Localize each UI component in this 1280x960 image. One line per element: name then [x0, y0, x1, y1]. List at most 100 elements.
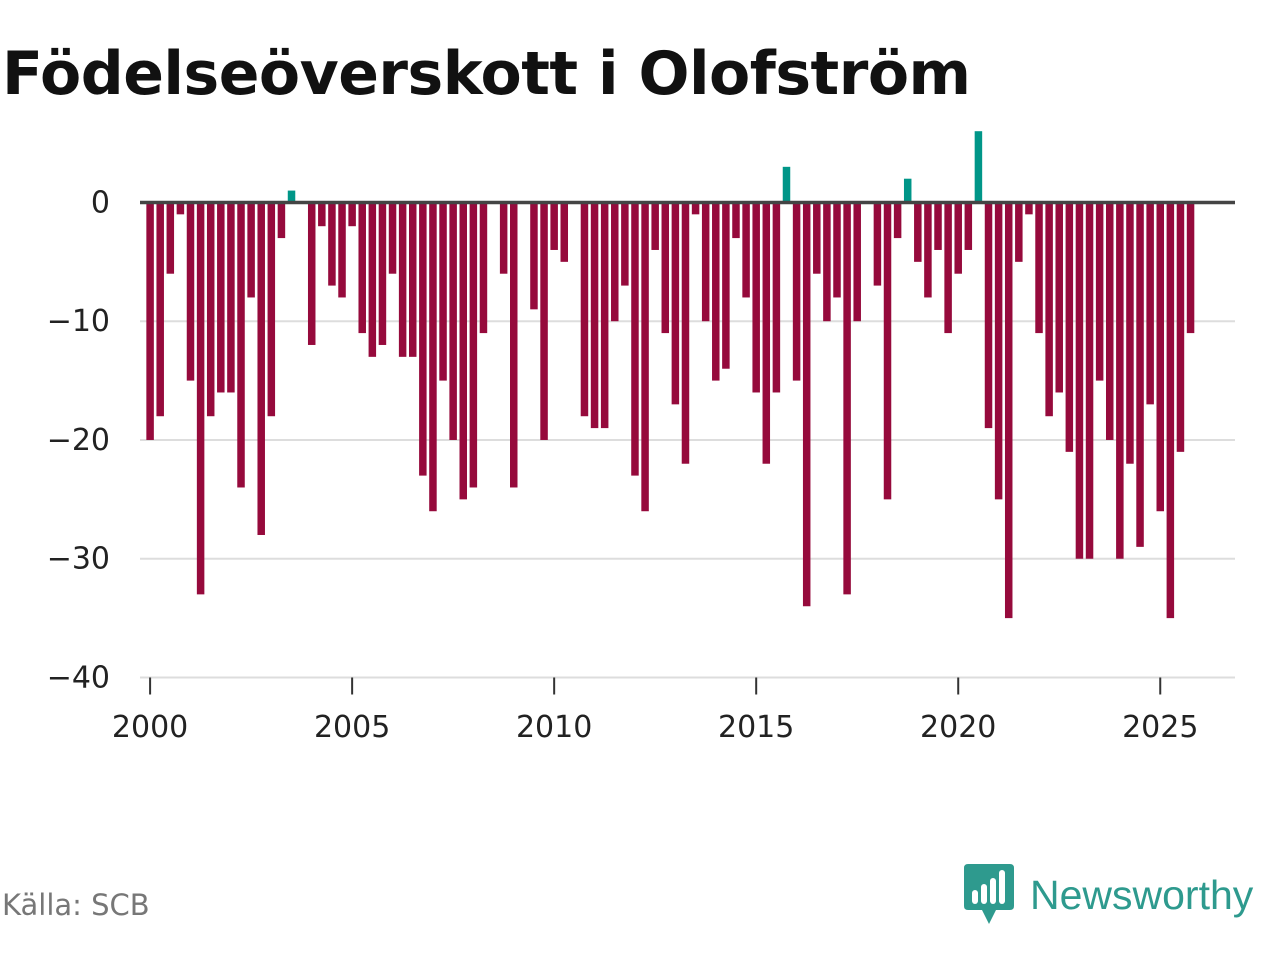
bar	[398, 202, 407, 357]
bar	[1176, 202, 1185, 452]
bar	[1146, 202, 1154, 405]
bar	[1186, 202, 1195, 334]
bar	[408, 202, 417, 357]
bar	[823, 202, 831, 322]
bar	[580, 202, 589, 417]
x-tick-label: 2005	[314, 710, 390, 745]
bar	[712, 202, 720, 381]
bar	[499, 202, 508, 274]
bar	[217, 202, 225, 393]
bar	[954, 202, 962, 274]
bar	[318, 202, 326, 227]
bar	[540, 202, 548, 440]
bar	[843, 202, 851, 595]
bar	[742, 202, 750, 298]
bar	[1095, 202, 1104, 381]
bar	[459, 202, 467, 500]
bar	[681, 202, 690, 464]
bar	[196, 202, 205, 595]
bar	[600, 202, 609, 429]
y-tick-label: −40	[47, 661, 110, 696]
bar	[661, 202, 670, 334]
bar	[1126, 202, 1134, 464]
bar	[1156, 202, 1164, 512]
bar	[247, 202, 255, 298]
bar	[176, 202, 185, 215]
source-label: Källa: SCB	[2, 888, 150, 922]
y-tick-label: 0	[91, 185, 110, 220]
brand-name: Newsworthy	[1030, 871, 1254, 918]
bar	[338, 202, 346, 298]
y-tick-label: −30	[47, 542, 110, 577]
bar	[358, 202, 366, 334]
x-tick-label: 2010	[516, 710, 592, 745]
bar	[994, 202, 1003, 500]
bar	[166, 202, 175, 274]
bar	[267, 202, 276, 417]
bar	[1085, 202, 1094, 559]
bar	[752, 202, 760, 393]
bar	[368, 202, 377, 357]
bar	[348, 202, 356, 227]
bar	[307, 202, 316, 345]
bar	[1136, 202, 1144, 547]
bar	[934, 202, 942, 250]
bar	[701, 202, 710, 322]
bar	[206, 202, 215, 417]
bar	[590, 202, 599, 429]
bar	[722, 202, 730, 369]
bar	[813, 202, 821, 274]
bar	[924, 202, 932, 298]
bar	[1065, 202, 1074, 452]
bar	[621, 202, 629, 286]
x-tick-label: 2020	[920, 710, 996, 745]
bar	[984, 202, 993, 429]
bar	[439, 202, 447, 381]
bar	[328, 202, 336, 286]
newsworthy-logo-icon	[964, 864, 1014, 924]
bar	[186, 202, 195, 381]
bar	[257, 202, 265, 535]
bar	[792, 202, 801, 381]
bar	[530, 202, 538, 310]
bar	[964, 202, 973, 250]
x-tick-label: 2000	[112, 710, 188, 745]
bar	[903, 178, 912, 203]
bar	[974, 131, 983, 203]
brand-logo-group[interactable]: Newsworthy	[964, 864, 1253, 926]
bar	[1075, 202, 1084, 559]
bar	[1045, 202, 1053, 417]
bar	[146, 202, 154, 440]
bar	[449, 202, 457, 440]
bar	[772, 202, 781, 393]
bar	[914, 202, 922, 262]
bar	[1166, 202, 1175, 619]
bar	[287, 190, 296, 203]
bar	[479, 202, 488, 334]
bar	[419, 202, 427, 476]
bar	[853, 202, 861, 322]
bar	[944, 202, 952, 334]
bar	[883, 202, 892, 500]
bar	[510, 202, 518, 488]
bar	[1116, 202, 1124, 559]
bar	[651, 202, 659, 250]
bar	[277, 202, 286, 239]
bar	[873, 202, 882, 286]
bar	[762, 202, 771, 464]
bar	[833, 202, 841, 298]
bar	[1004, 202, 1013, 619]
x-tick-label: 2015	[718, 710, 794, 745]
bar	[671, 202, 680, 405]
bar	[732, 202, 740, 239]
chart-title: Födelseöverskott i Olofström	[2, 39, 971, 109]
y-tick-label: −20	[47, 423, 110, 458]
bar	[388, 202, 397, 274]
bar	[156, 202, 164, 417]
bar	[1055, 202, 1063, 393]
bar	[802, 202, 811, 607]
bar	[691, 202, 700, 215]
bar	[227, 202, 235, 393]
